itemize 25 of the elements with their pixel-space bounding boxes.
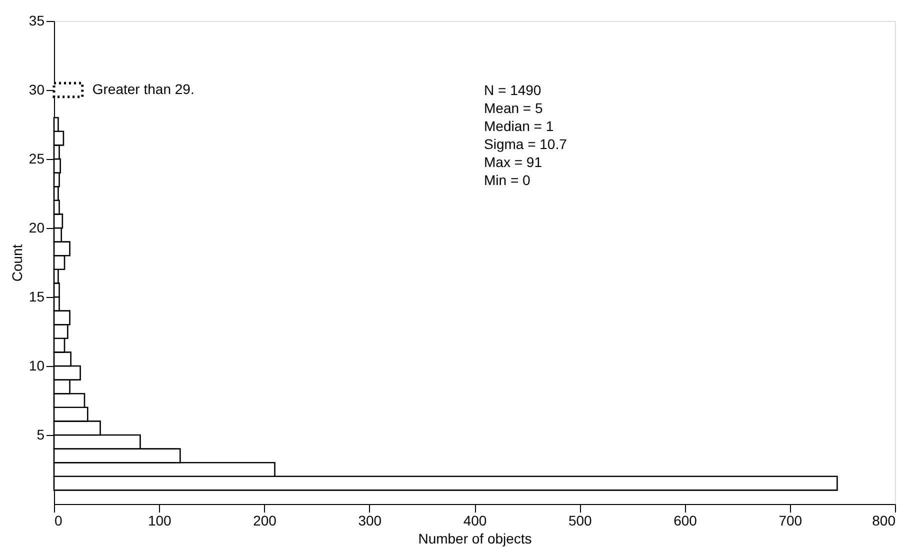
annotation: Sigma = 10.7 [484, 136, 568, 152]
annotation: N = 1490 [484, 82, 542, 98]
x-tick-label: 600 [674, 512, 698, 528]
x-axis-title: Number of objects [418, 530, 532, 546]
x-tick-label: 300 [358, 512, 382, 528]
y-tick-label: 25 [28, 150, 45, 166]
y-tick-label: 15 [28, 288, 45, 304]
x-tick-label: 100 [148, 512, 172, 528]
annotation: Mean = 5 [484, 100, 543, 116]
annotation: Max = 91 [484, 154, 542, 170]
x-tick-label: 200 [253, 512, 277, 528]
y-axis-title: Count [8, 244, 25, 282]
y-tick-label: 35 [28, 12, 45, 28]
x-tick-label: 400 [463, 512, 487, 528]
y-tick-label: 10 [28, 358, 45, 374]
y-tick-label: 20 [28, 220, 45, 236]
y-tick-label: 5 [36, 426, 45, 442]
annotation: Median = 1 [484, 118, 554, 134]
series-label: Greater than 29. [92, 81, 194, 97]
annotation: Min = 0 [484, 172, 531, 188]
y-tick-label: 30 [28, 82, 45, 98]
x-tick-label: 800 [872, 512, 896, 528]
x-tick-label: 500 [568, 512, 592, 528]
x-tick-label: 700 [778, 512, 802, 528]
x-tick-label: 0 [54, 512, 62, 528]
